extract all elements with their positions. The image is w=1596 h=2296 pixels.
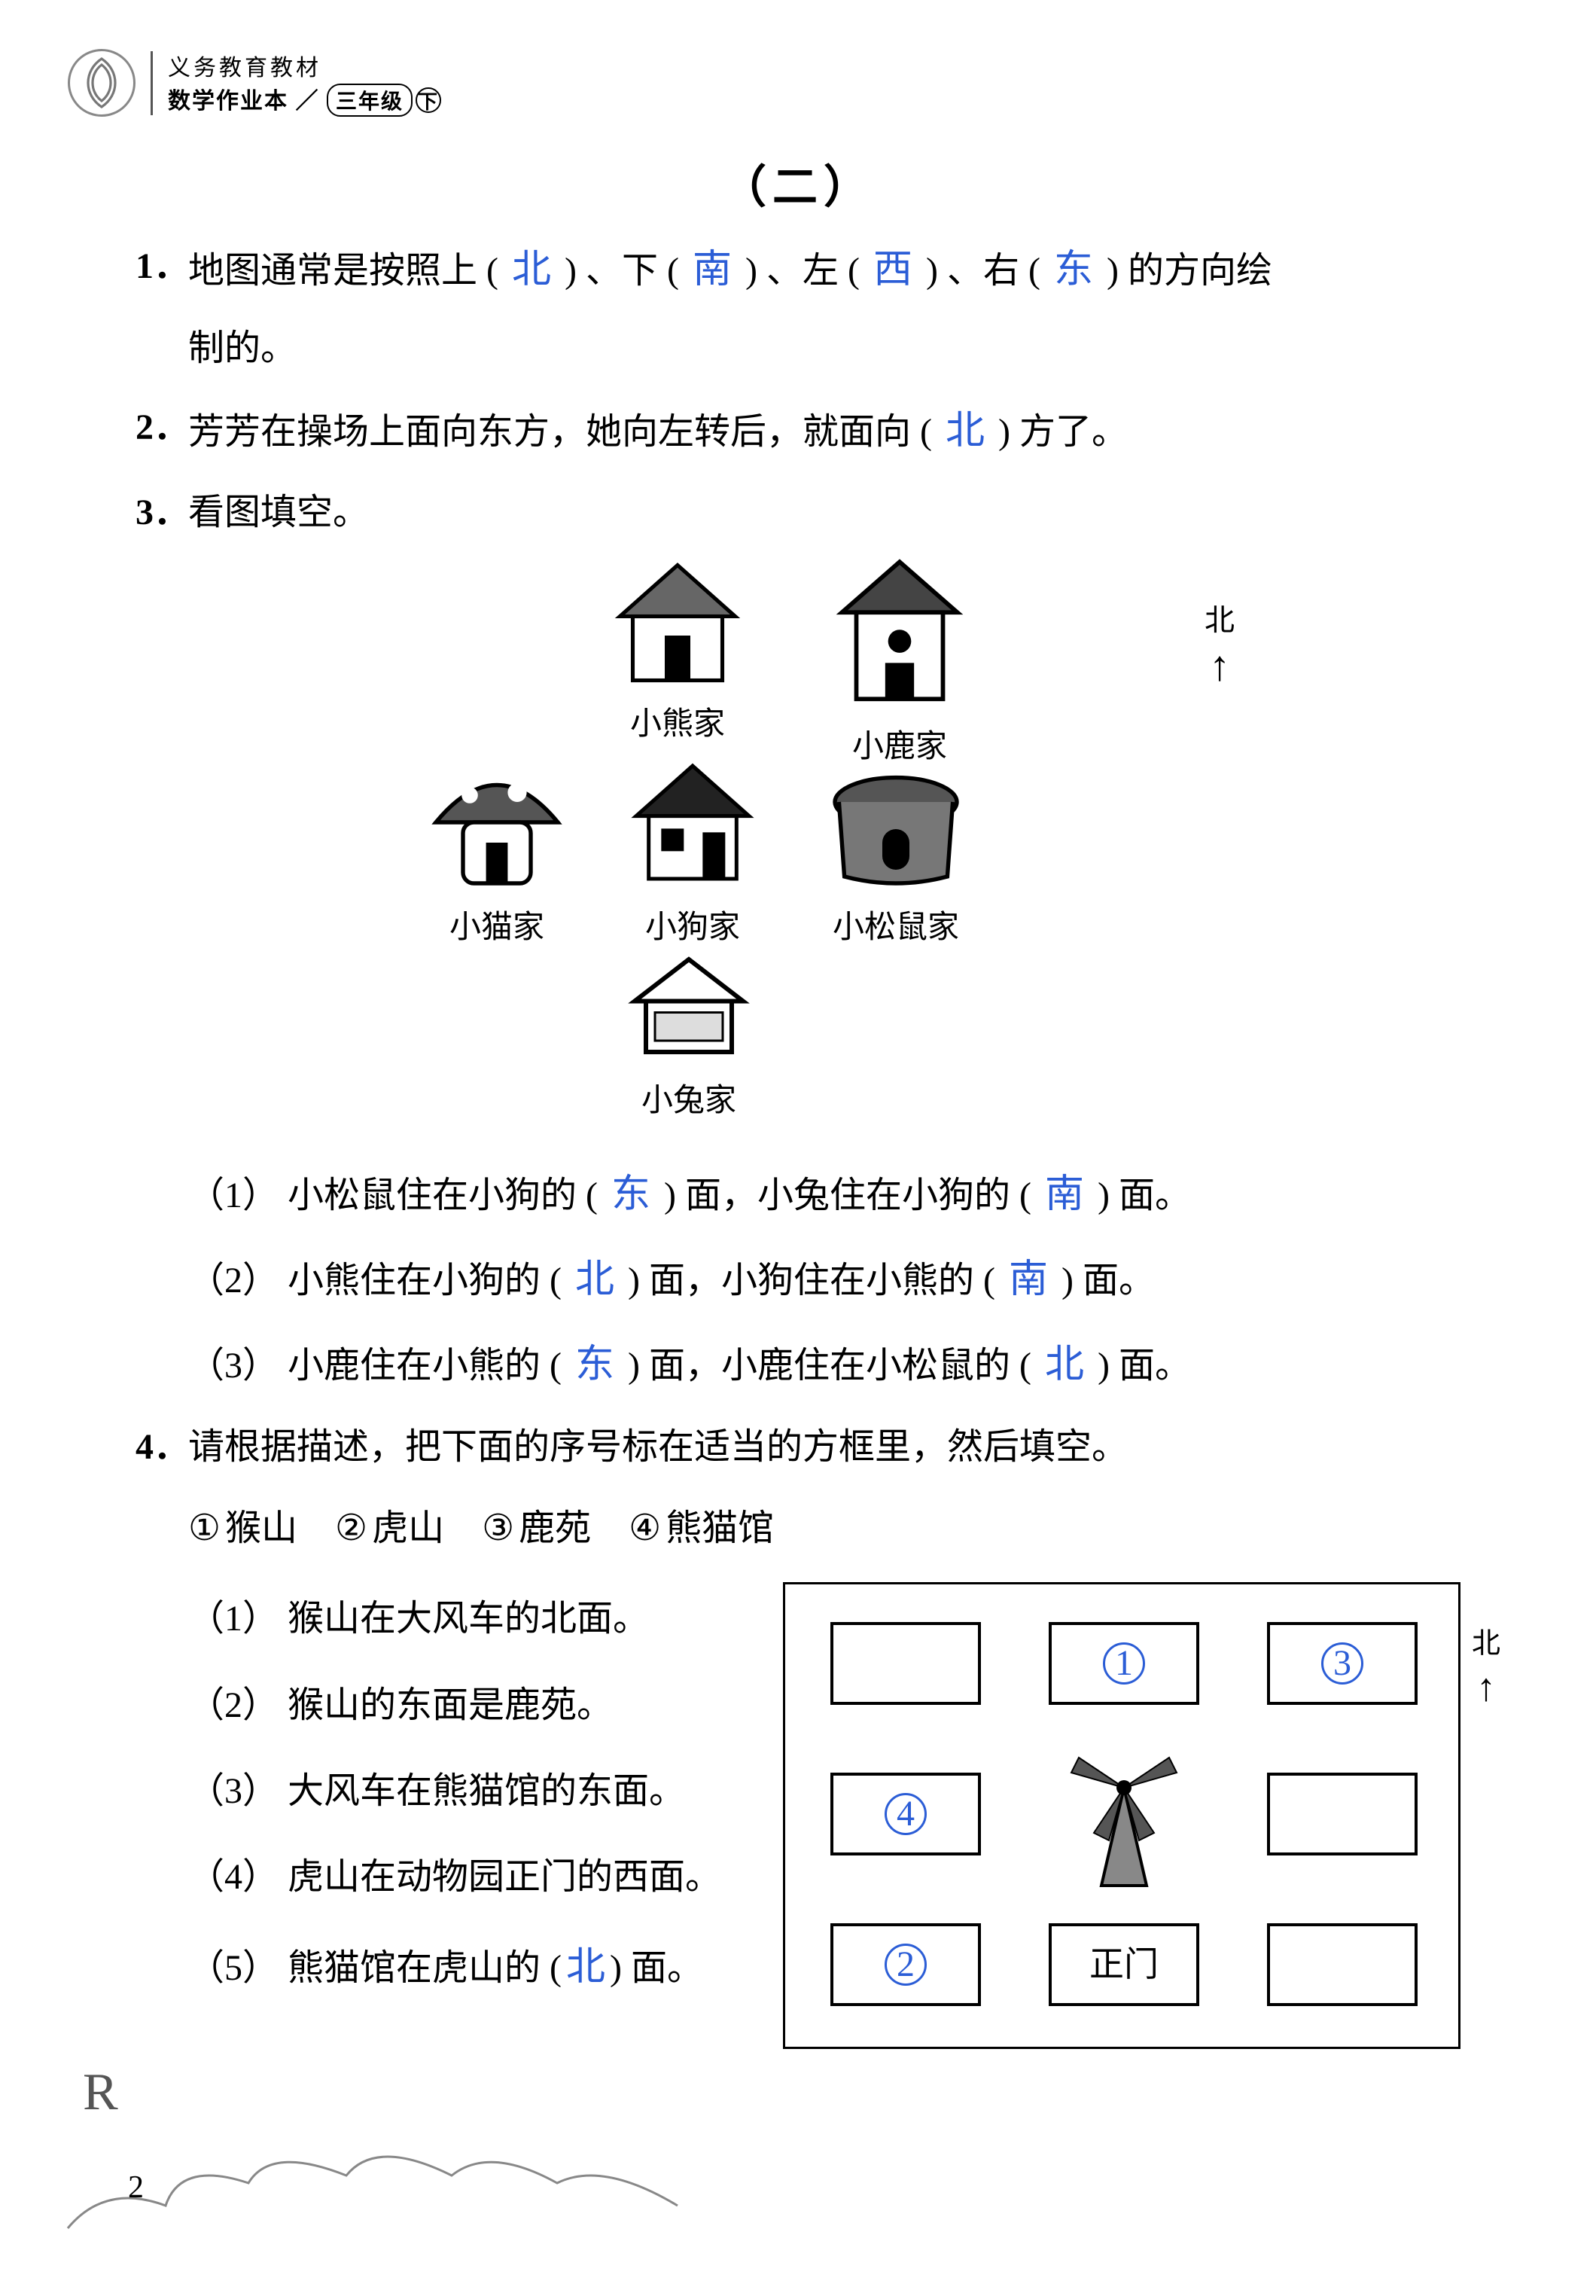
answer-q1-a1: 北 [507, 249, 556, 291]
q4-sub-questions: （1） 猴山在大风车的北面。（2） 猴山的东面是鹿苑。（3） 大风车在熊猫馆的东… [188, 1575, 753, 2012]
cloud-decoration-icon [60, 2123, 700, 2236]
q4-option: ③鹿苑 [482, 1491, 591, 1567]
question-2: 2． 芳芳在操场上面向东方，她向左转后，就面向 ( 北 ) 方了。 [136, 390, 1460, 472]
grade-oval: 三年级 [327, 84, 413, 117]
q4-options: ①猴山 ②虎山 ③鹿苑 ④熊猫馆 [188, 1491, 1460, 1567]
q3-sub2: （2） 小熊住在小狗的 ( 北 ) 面，小狗住在小熊的 ( 南 ) 面。 [188, 1239, 1460, 1321]
question-4: 4． 请根据描述，把下面的序号标在适当的方框里，然后填空。 ①猴山②虎山③鹿苑④… [136, 1410, 1460, 2050]
q4-option: ②虎山 [335, 1491, 444, 1567]
q3-sub3: （3） 小鹿住在小熊的 ( 东 ) 面，小鹿住在小松鼠的 ( 北 ) 面。 [188, 1324, 1460, 1406]
section-title: （二） [0, 151, 1596, 216]
q3-sub1: （1） 小松鼠住在小狗的 ( 东 ) 面，小兔住在小狗的 ( 南 ) 面。 [188, 1154, 1460, 1236]
page-header: 义务教育教材 数学作业本 ／ 三年级 下 [68, 49, 441, 117]
q3-diagram: 北 ↑ 小熊家小鹿家小猫家小狗家小松鼠家小兔家 [384, 559, 1212, 1146]
grid-cell [1267, 1923, 1418, 2006]
answer-q1-a3: 西 [869, 249, 917, 291]
q4-option: ①猴山 [188, 1491, 297, 1567]
windmill-icon [1034, 1743, 1214, 1920]
answer-q1-a2: 南 [688, 249, 736, 291]
header-title: 数学作业本 ／ 三年级 下 [168, 82, 441, 117]
answer-circle: 3 [1321, 1642, 1363, 1685]
answer-circle: 1 [1103, 1642, 1145, 1685]
grade-circle: 下 [416, 87, 441, 113]
answer-circle: 2 [885, 1944, 927, 1986]
house-deer: 小鹿家 [813, 559, 986, 780]
q4-sub-line: （4） 虎山在动物园正门的西面。 [188, 1836, 753, 1919]
q4-option: ④熊猫馆 [629, 1491, 774, 1567]
grid-cell: 2 [830, 1923, 981, 2006]
north-indicator: 北 ↑ [1205, 589, 1235, 681]
arrow-up-icon: ↑ [1472, 1675, 1500, 1702]
north-indicator-q4: 北 ↑ [1472, 1615, 1500, 1702]
q4-grid-diagram: 北 ↑ 1342正门 [783, 1582, 1460, 2049]
logo-icon [68, 49, 136, 117]
q4-sub5: （5） 熊猫馆在虎山的 (北) 面。 [188, 1922, 753, 2013]
grid-cell: 正门 [1049, 1923, 1199, 2006]
arrow-up-icon: ↑ [1205, 652, 1235, 681]
q4-sub-line: （3） 大风车在熊猫馆的东面。 [188, 1750, 753, 1833]
q4-sub-line: （2） 猴山的东面是鹿苑。 [188, 1664, 753, 1747]
grid-cell [830, 1622, 981, 1705]
footer-mark: R [83, 2063, 118, 2123]
house-bear: 小熊家 [595, 559, 760, 758]
house-rabbit: 小兔家 [617, 950, 760, 1134]
grid-cell: 1 [1049, 1622, 1199, 1705]
grid-cell [1267, 1773, 1418, 1855]
house-dog: 小狗家 [617, 755, 768, 961]
header-subtitle: 义务教育教材 [168, 49, 441, 82]
house-squirrel: 小松鼠家 [813, 755, 979, 961]
question-3: 3． 看图填空。 北 ↑ 小熊家小鹿家小猫家小狗家小松鼠家小兔家 （1） 小松鼠… [136, 475, 1460, 1406]
grid-cell: 4 [830, 1773, 981, 1855]
house-cat: 小猫家 [414, 755, 580, 961]
answer-q2-a1: 北 [941, 410, 989, 453]
answer-circle: 4 [885, 1793, 927, 1835]
page-number: 2 [128, 2169, 144, 2206]
content-area: 1． 地图通常是按照上 ( 北 ) 、下 ( 南 ) 、左 ( 西 ) 、右 (… [136, 226, 1460, 2049]
grid-cell: 3 [1267, 1622, 1418, 1705]
answer-q1-a4: 东 [1049, 249, 1098, 291]
q4-sub-line: （1） 猴山在大风车的北面。 [188, 1578, 753, 1660]
question-1: 1． 地图通常是按照上 ( 北 ) 、下 ( 南 ) 、左 ( 西 ) 、右 (… [136, 229, 1460, 387]
